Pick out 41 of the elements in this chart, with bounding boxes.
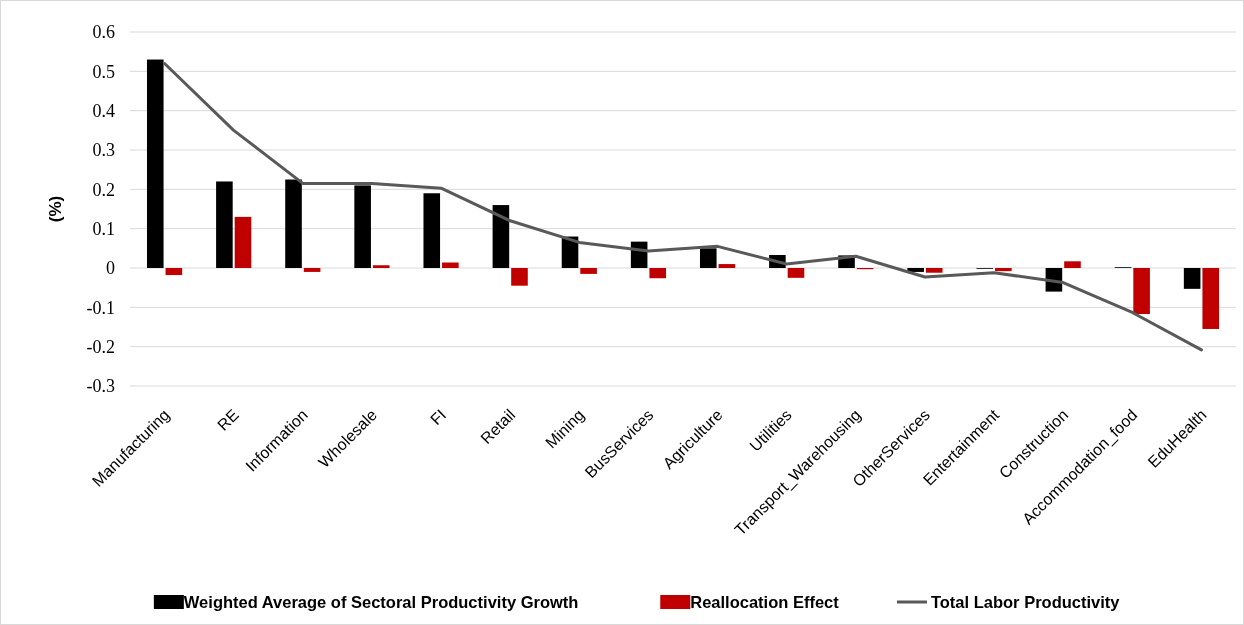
bar [580,268,597,274]
bar [492,205,510,268]
bar [1202,268,1220,329]
bar [216,181,233,268]
y-axis-title: (%) [45,195,65,223]
bar [511,268,528,286]
bar [718,264,736,268]
y-tick-label: -0.3 [86,376,115,397]
bar [649,268,667,279]
y-tick-label: 0 [106,258,115,279]
bar [372,265,390,268]
bar [787,268,805,278]
x-tick-label: RE [214,406,242,434]
legend-label: Weighted Average of Sectoral Productivity Growth [183,592,579,611]
bar [442,262,459,268]
y-tick-label: -0.2 [86,336,115,357]
bar [1133,268,1150,315]
y-tick-label: 0.4 [92,100,115,121]
x-tick-label: FI [427,406,450,429]
bar [699,248,717,268]
y-tick-label: -0.1 [86,297,115,318]
bar [925,268,943,273]
bar [995,268,1012,272]
bar [165,268,183,276]
bar [907,268,924,272]
line-series [163,61,1203,352]
bar [234,216,252,268]
y-tick-label: 0.1 [92,218,115,239]
bar [1064,261,1081,268]
y-tick-label: 0.5 [92,61,115,82]
bar [303,268,321,272]
bar [146,59,164,268]
bar [354,185,371,268]
bar [1183,268,1201,289]
y-tick-label: 0.6 [92,22,115,43]
bar [285,179,302,268]
y-tick-label: 0.3 [92,140,115,161]
bar [423,193,441,268]
legend-label: Total Labor Productivity [930,592,1121,611]
y-tick-label: 0.2 [92,179,115,200]
legend-label: Reallocation Effect [690,592,840,611]
